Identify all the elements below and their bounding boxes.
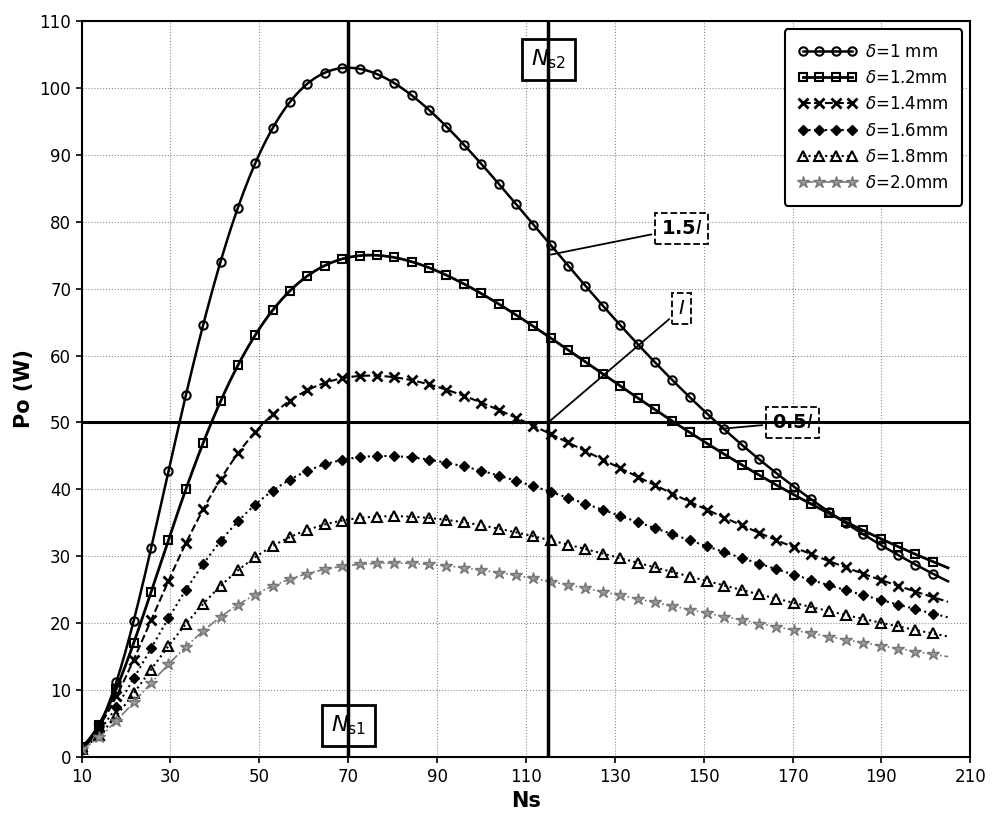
Y-axis label: Po (W): Po (W) — [14, 350, 34, 428]
Text: 1.5$I$: 1.5$I$ — [551, 219, 702, 255]
Text: 0.5$I$: 0.5$I$ — [720, 413, 813, 432]
X-axis label: Ns: Ns — [511, 791, 541, 811]
Legend: $\delta$=1 mm, $\delta$=1.2mm, $\delta$=1.4mm, $\delta$=1.6mm, $\delta$=1.8mm, $: $\delta$=1 mm, $\delta$=1.2mm, $\delta$=… — [785, 29, 962, 205]
Text: $I$: $I$ — [550, 299, 685, 421]
Text: $N_{\rm s2}$: $N_{\rm s2}$ — [531, 48, 566, 71]
Text: $N_{\rm s1}$: $N_{\rm s1}$ — [331, 714, 366, 737]
